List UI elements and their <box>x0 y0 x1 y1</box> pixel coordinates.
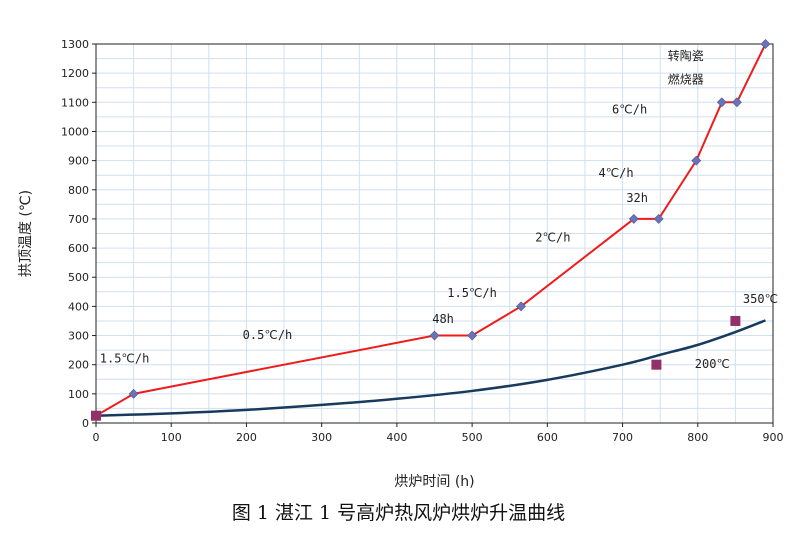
annotation-label: 48h <box>432 312 454 326</box>
annotation-layer: 1.5℃/h 0.5℃/h 48h 1.5℃/h 2℃/h 32h 4℃/h 6℃/h 转陶瓷燃… <box>100 48 778 371</box>
heating-point <box>653 213 664 224</box>
heating-point <box>691 155 702 166</box>
y-tick-label: 400 <box>68 300 89 313</box>
x-tick-label: 700 <box>612 431 633 444</box>
heating-curve-line <box>95 43 767 417</box>
heating-point <box>429 330 440 341</box>
heating-point <box>716 97 727 108</box>
x-tick-label: 800 <box>687 431 708 444</box>
annotation-label: 1.5℃/h <box>100 351 150 365</box>
x-axis-label: 烘炉时间 (h) <box>394 474 474 490</box>
x-tick-label: 300 <box>311 431 332 444</box>
x-tick-label: 200 <box>236 431 257 444</box>
y-tick-label: 800 <box>68 184 89 197</box>
annotation-label: 350℃ <box>743 292 778 306</box>
y-tick-label: 100 <box>68 388 89 401</box>
heating-point <box>628 213 639 224</box>
y-axis-ticks: 0 100 200 300 400 500 600 700 800 900 1000 1100 1200… <box>61 38 96 430</box>
marker-layer <box>91 39 771 421</box>
x-tick-label: 500 <box>462 431 483 444</box>
y-tick-label: 200 <box>68 359 89 372</box>
heating-point <box>516 301 526 312</box>
annotation-label: 32h <box>626 191 648 205</box>
limit-curve-line <box>95 319 766 417</box>
y-tick-label: 1300 <box>61 38 89 51</box>
reference-point <box>91 410 101 421</box>
x-tick-label: 900 <box>763 431 784 444</box>
y-tick-label: 0 <box>82 417 89 430</box>
heating-point <box>128 388 139 399</box>
annotation-label: 0.5℃/h <box>243 328 293 342</box>
x-tick-label: 0 <box>93 431 100 444</box>
annotation-label: 1.5℃/h <box>447 286 497 300</box>
annotation-label: 转陶瓷 <box>668 48 704 63</box>
gridlines <box>96 44 773 423</box>
annotation-label: 6℃/h <box>612 102 647 116</box>
x-tick-label: 400 <box>386 431 407 444</box>
y-axis-label: 拱顶温度 (℃) <box>18 190 34 277</box>
y-tick-label: 600 <box>68 242 89 255</box>
reference-point <box>651 359 662 370</box>
heating-point <box>760 39 771 49</box>
chart: 0 100 200 300 400 500 600 700 800 900 0 100 200 300 4… <box>18 38 784 490</box>
y-tick-label: 500 <box>68 271 89 284</box>
annotation-label: 燃烧器 <box>668 71 704 86</box>
series-layer <box>95 43 767 417</box>
figure-caption: 图 1 湛江 1 号高炉热风炉烘炉升温曲线 <box>231 502 566 524</box>
heating-point <box>467 330 478 341</box>
y-tick-label: 1000 <box>61 125 89 138</box>
y-tick-label: 300 <box>68 330 89 343</box>
y-tick-label: 1100 <box>61 96 89 109</box>
y-tick-label: 1200 <box>61 67 89 80</box>
annotation-label: 200℃ <box>695 357 730 371</box>
x-tick-label: 600 <box>537 431 558 444</box>
y-tick-label: 900 <box>68 155 89 168</box>
annotation-label: 4℃/h <box>598 166 633 180</box>
heating-point <box>731 97 742 108</box>
plot-frame <box>95 43 774 424</box>
annotation-label: 2℃/h <box>535 230 570 244</box>
y-tick-label: 700 <box>68 213 89 226</box>
x-tick-label: 100 <box>161 431 182 444</box>
x-axis-ticks: 0 100 200 300 400 500 600 700 800 900 <box>93 423 784 444</box>
reference-point <box>730 315 741 326</box>
